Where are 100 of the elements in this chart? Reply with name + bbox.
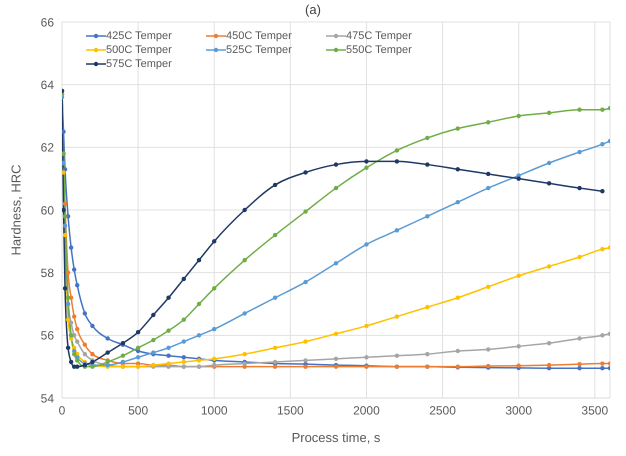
point bbox=[272, 232, 278, 238]
x-tick-label: 1000 bbox=[200, 404, 228, 418]
point bbox=[546, 160, 552, 166]
point bbox=[577, 362, 582, 366]
point bbox=[166, 296, 171, 300]
point bbox=[303, 358, 308, 363]
point bbox=[394, 354, 400, 358]
point bbox=[212, 286, 216, 291]
y-tick-label: 54 bbox=[40, 391, 54, 406]
point bbox=[546, 340, 552, 346]
point bbox=[456, 126, 460, 131]
point bbox=[600, 189, 605, 194]
point bbox=[75, 358, 80, 363]
x-axis-title: Process time, s bbox=[292, 430, 381, 445]
point bbox=[196, 333, 202, 338]
point bbox=[486, 284, 490, 289]
point bbox=[66, 317, 70, 322]
point bbox=[600, 108, 605, 112]
point bbox=[72, 314, 76, 319]
point bbox=[242, 258, 247, 262]
point bbox=[600, 361, 605, 366]
point bbox=[66, 296, 70, 300]
point bbox=[303, 339, 308, 344]
point bbox=[182, 355, 186, 360]
y-tick-label: 58 bbox=[40, 266, 54, 280]
y-tick-label: 60 bbox=[40, 203, 54, 218]
point bbox=[62, 129, 66, 134]
point bbox=[394, 148, 400, 153]
point bbox=[105, 350, 110, 355]
point bbox=[105, 336, 110, 341]
point bbox=[486, 347, 490, 352]
legend-label: 500C Temper bbox=[106, 44, 172, 56]
point bbox=[577, 254, 582, 260]
x-tick-label: 1500 bbox=[276, 404, 304, 418]
point bbox=[425, 352, 430, 356]
x-tick-label: 0 bbox=[58, 404, 66, 418]
point bbox=[546, 362, 552, 368]
point bbox=[72, 352, 76, 356]
point bbox=[242, 208, 247, 212]
point bbox=[272, 182, 278, 188]
point bbox=[66, 270, 70, 275]
legend-label: 475C Temper bbox=[346, 30, 412, 42]
point bbox=[82, 352, 88, 356]
point bbox=[62, 202, 68, 206]
point bbox=[364, 166, 369, 170]
point bbox=[394, 314, 400, 319]
point bbox=[120, 354, 126, 358]
point bbox=[212, 239, 216, 244]
point bbox=[90, 352, 95, 356]
point bbox=[546, 181, 552, 186]
point bbox=[166, 354, 171, 358]
y-tick-label: 62 bbox=[40, 140, 54, 155]
point bbox=[600, 333, 605, 338]
point bbox=[577, 108, 582, 112]
point bbox=[196, 258, 202, 262]
point bbox=[425, 136, 430, 140]
point bbox=[62, 170, 66, 175]
point bbox=[82, 311, 88, 316]
point bbox=[68, 360, 74, 364]
legend-label: 550C Temper bbox=[346, 44, 412, 56]
point bbox=[242, 311, 247, 316]
point bbox=[600, 366, 605, 370]
point bbox=[62, 232, 68, 238]
legend-label: 525C Temper bbox=[226, 44, 292, 56]
point bbox=[212, 326, 216, 332]
legend-label: 425C Temper bbox=[106, 30, 172, 42]
point bbox=[486, 172, 490, 176]
point bbox=[394, 228, 400, 233]
point bbox=[600, 142, 605, 146]
point bbox=[272, 364, 278, 369]
point bbox=[82, 342, 88, 347]
point bbox=[272, 296, 278, 300]
point bbox=[90, 324, 95, 328]
y-tick-label: 64 bbox=[40, 78, 54, 92]
point bbox=[75, 339, 80, 344]
point bbox=[577, 336, 582, 341]
point bbox=[334, 261, 338, 266]
point bbox=[364, 159, 369, 164]
point bbox=[68, 320, 74, 325]
point bbox=[546, 110, 552, 116]
point bbox=[577, 150, 582, 154]
point bbox=[303, 280, 308, 284]
point bbox=[68, 245, 74, 250]
point bbox=[516, 114, 521, 118]
point bbox=[62, 208, 66, 212]
chart-title: (a) bbox=[304, 2, 322, 17]
point bbox=[516, 274, 521, 278]
point bbox=[72, 267, 76, 272]
point bbox=[75, 364, 80, 369]
y-tick-label: 66 bbox=[40, 15, 54, 30]
point bbox=[62, 286, 68, 291]
point bbox=[166, 346, 171, 350]
point bbox=[516, 344, 521, 348]
point bbox=[303, 364, 308, 369]
point bbox=[242, 352, 247, 356]
point bbox=[334, 162, 338, 167]
x-tick-label: 500 bbox=[128, 404, 148, 418]
point bbox=[394, 159, 400, 164]
point bbox=[334, 332, 338, 336]
point bbox=[136, 330, 140, 334]
